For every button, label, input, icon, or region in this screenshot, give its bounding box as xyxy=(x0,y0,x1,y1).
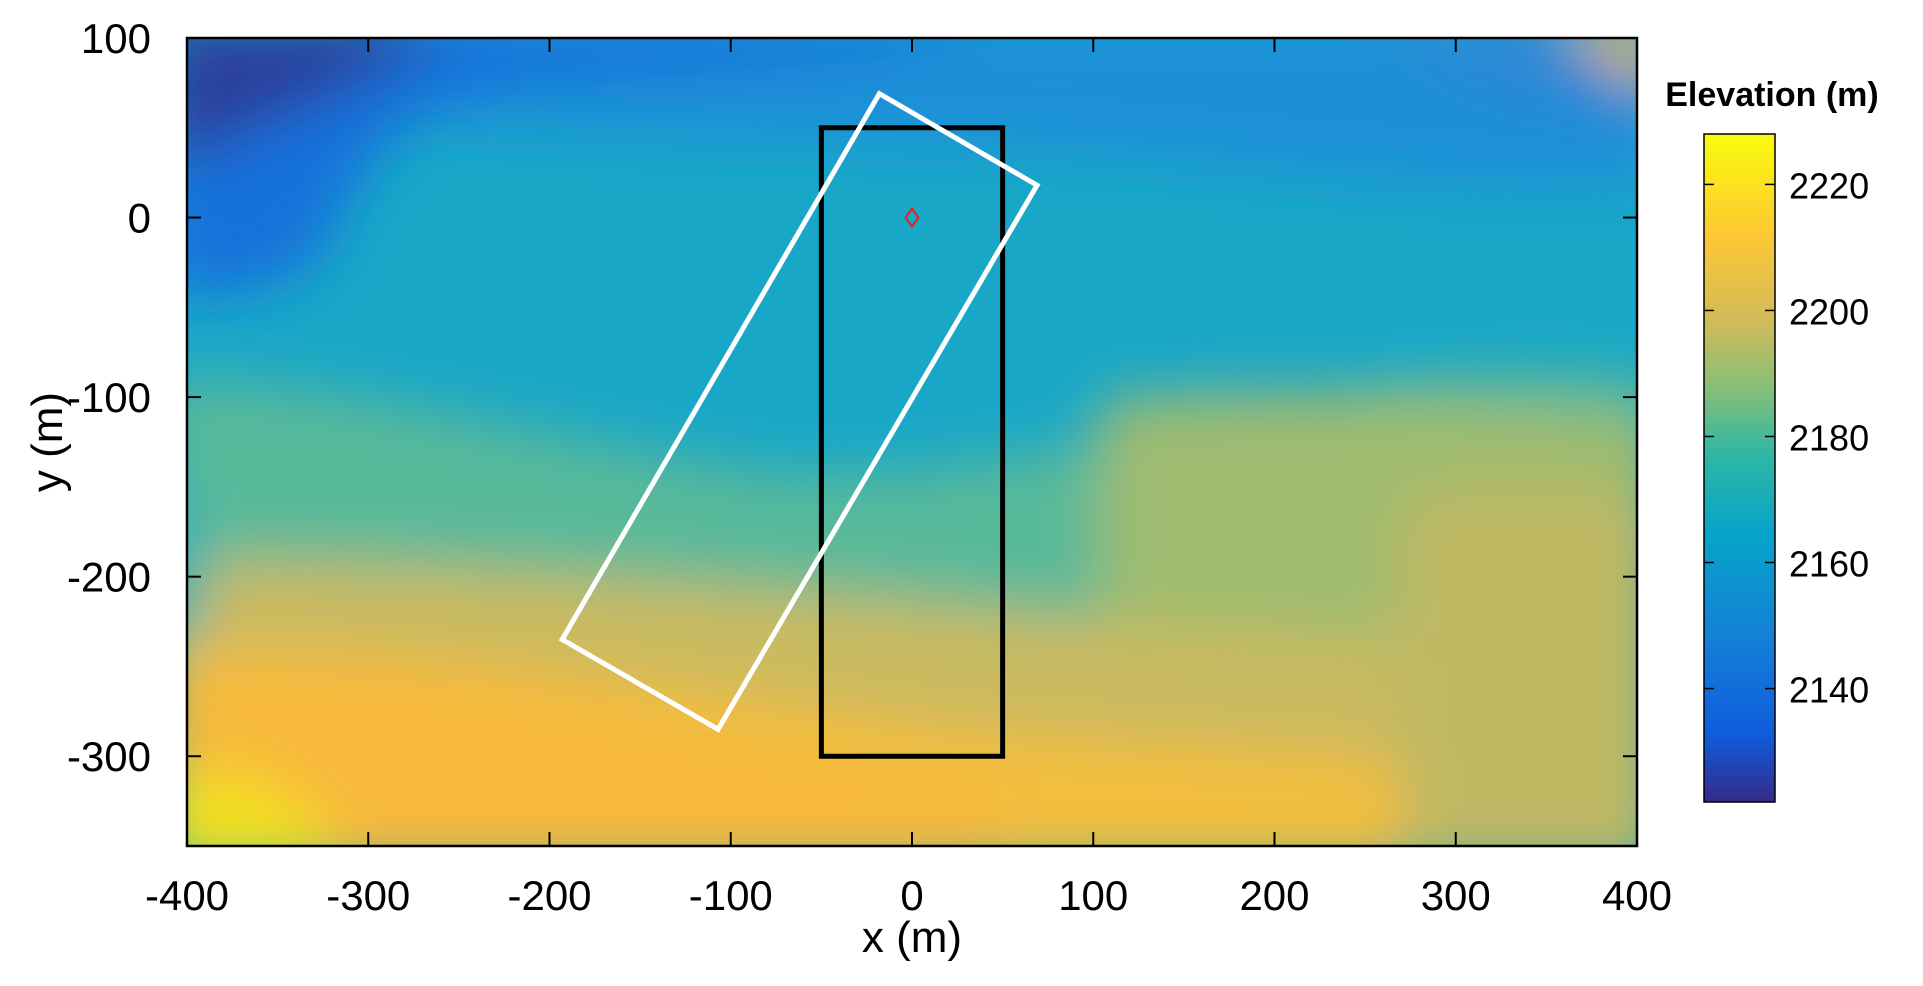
colorbar: Elevation (m) 2140 2160 2180 2200 2220 xyxy=(1665,76,1879,803)
x-tick-label: -100 xyxy=(689,872,773,919)
x-axis-label: x (m) xyxy=(862,913,962,962)
y-axis-label: y (m) xyxy=(23,392,72,492)
x-tick-label: 100 xyxy=(1058,872,1128,919)
colorbar-tick-label: 2220 xyxy=(1789,165,1869,206)
white-rotated-rectangle xyxy=(558,90,1041,733)
x-tick-label: 200 xyxy=(1239,872,1309,919)
x-tick-label: 400 xyxy=(1602,872,1672,919)
x-tick-label: 300 xyxy=(1421,872,1491,919)
colorbar-title: Elevation (m) xyxy=(1665,76,1878,114)
y-tick-label: -300 xyxy=(67,733,151,780)
elevation-heatmap xyxy=(187,38,1637,846)
y-tick-label: -200 xyxy=(67,554,151,601)
overlay-layer xyxy=(558,90,1041,759)
y-tick-label: -100 xyxy=(67,374,151,421)
colorbar-tick-label: 2140 xyxy=(1789,670,1869,711)
y-tick-label: 0 xyxy=(128,195,151,242)
x-tick-label: 0 xyxy=(900,872,923,919)
y-axis: 100 0 -100 -200 -300 xyxy=(67,15,1637,780)
colorbar-tick-label: 2200 xyxy=(1789,291,1869,332)
colorbar-gradient xyxy=(1703,133,1776,803)
x-axis: -400 -300 -200 -100 0 100 200 300 400 xyxy=(145,38,1672,919)
x-tick-label: -400 xyxy=(145,872,229,919)
origin-marker xyxy=(904,206,920,229)
colorbar-tick-label: 2160 xyxy=(1789,544,1869,585)
colorbar-ticks: 2140 2160 2180 2200 2220 xyxy=(1704,165,1869,711)
x-tick-label: -300 xyxy=(326,872,410,919)
y-tick-label: 100 xyxy=(81,15,151,62)
colorbar-tick-label: 2180 xyxy=(1789,417,1869,458)
x-tick-label: -200 xyxy=(507,872,591,919)
